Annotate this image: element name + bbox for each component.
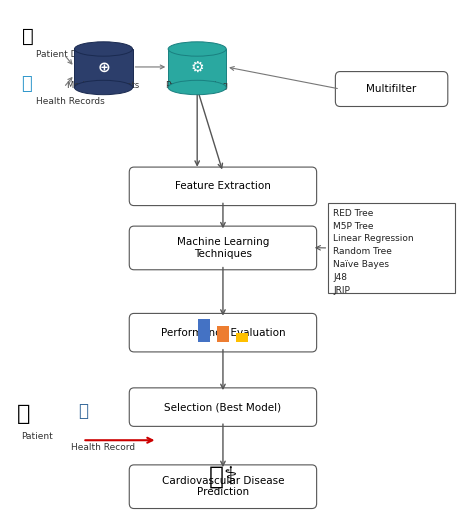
Text: Medical Datasets: Medical Datasets bbox=[67, 81, 140, 90]
Text: ⚙: ⚙ bbox=[191, 60, 204, 74]
FancyBboxPatch shape bbox=[129, 226, 317, 270]
Ellipse shape bbox=[74, 42, 133, 56]
Text: Health Records: Health Records bbox=[36, 97, 104, 106]
Bar bbox=[328, 203, 455, 293]
Ellipse shape bbox=[168, 80, 226, 94]
Bar bbox=[217, 326, 229, 342]
Text: Patient Data: Patient Data bbox=[36, 50, 91, 59]
Text: Patient: Patient bbox=[21, 432, 53, 441]
Text: Performance Evaluation: Performance Evaluation bbox=[161, 327, 285, 338]
Text: 🖥: 🖥 bbox=[78, 402, 88, 420]
FancyBboxPatch shape bbox=[336, 72, 448, 106]
Text: Feature Extraction: Feature Extraction bbox=[175, 181, 271, 192]
Text: ⊕: ⊕ bbox=[97, 60, 110, 74]
FancyBboxPatch shape bbox=[129, 167, 317, 206]
Text: Preprocessing: Preprocessing bbox=[165, 81, 229, 90]
Text: Linear Regression: Linear Regression bbox=[333, 235, 414, 243]
FancyBboxPatch shape bbox=[129, 388, 317, 427]
Text: Selection (Best Model): Selection (Best Model) bbox=[164, 402, 282, 412]
Text: Random Tree: Random Tree bbox=[333, 247, 392, 256]
Text: Health Record: Health Record bbox=[72, 443, 136, 453]
Bar bbox=[74, 49, 133, 88]
Ellipse shape bbox=[168, 42, 226, 56]
FancyBboxPatch shape bbox=[129, 313, 317, 352]
Text: Cardiovascular Disease
Prediction: Cardiovascular Disease Prediction bbox=[162, 476, 284, 498]
Text: 🛏: 🛏 bbox=[21, 26, 33, 46]
Text: 🛏: 🛏 bbox=[17, 404, 30, 424]
Text: 🗂: 🗂 bbox=[21, 75, 32, 93]
Text: M5P Tree: M5P Tree bbox=[333, 222, 374, 230]
Text: Multifilter: Multifilter bbox=[366, 84, 417, 94]
Text: Naïve Bayes: Naïve Bayes bbox=[333, 260, 389, 269]
Text: 👨‍⚕️: 👨‍⚕️ bbox=[209, 466, 237, 490]
Text: J48: J48 bbox=[333, 273, 347, 282]
Text: JRIP: JRIP bbox=[333, 286, 350, 295]
Ellipse shape bbox=[74, 80, 133, 94]
Bar bbox=[198, 319, 210, 342]
Text: Machine Learning
Techniques: Machine Learning Techniques bbox=[177, 237, 269, 259]
Text: RED Tree: RED Tree bbox=[333, 209, 374, 218]
Bar bbox=[168, 49, 226, 88]
FancyBboxPatch shape bbox=[129, 465, 317, 509]
Bar bbox=[236, 333, 247, 342]
